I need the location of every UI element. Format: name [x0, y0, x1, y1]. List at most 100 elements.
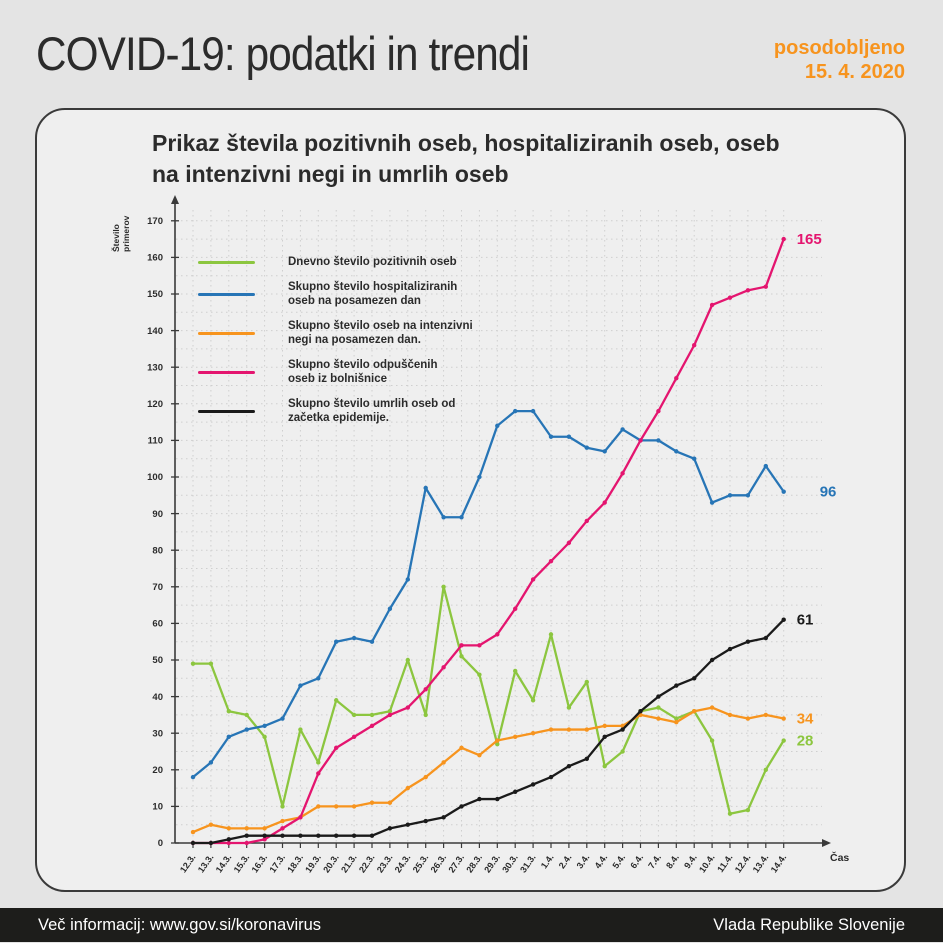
series-point-positive: [495, 741, 500, 747]
series-point-icu: [781, 716, 786, 721]
series-point-discharged: [656, 408, 661, 414]
series-end-label-positive: 28: [797, 733, 814, 750]
y-tick-label: 20: [152, 765, 163, 776]
series-point-positive: [208, 661, 214, 666]
series-point-discharged: [334, 745, 339, 751]
series-point-hospitalized: [620, 427, 625, 432]
series-point-hospitalized: [351, 635, 357, 641]
y-tick-label: 40: [152, 692, 163, 703]
series-point-discharged: [727, 295, 733, 300]
x-tick-label: 14.4.: [769, 852, 789, 874]
series-point-positive: [262, 734, 267, 740]
series-point-deaths: [226, 837, 231, 842]
series-point-deaths: [656, 694, 661, 699]
x-tick-label: 14.3.: [214, 852, 234, 874]
series-line-positive: [193, 585, 785, 815]
series-point-discharged: [387, 712, 393, 718]
x-axis-title: Čas: [830, 851, 849, 864]
series-point-discharged: [405, 705, 410, 710]
y-tick-label: 60: [152, 619, 163, 630]
series-line-hospitalized: [192, 409, 785, 779]
series-point-icu: [584, 727, 589, 732]
footer-org: Vlada Republike Slovenije: [713, 915, 905, 934]
x-tick-label: 10.4.: [697, 852, 717, 874]
series-point-icu: [727, 712, 733, 718]
chart-title-line1: Prikaz števila pozitivnih oseb, hospital…: [152, 130, 780, 156]
series-point-discharged: [495, 632, 500, 637]
x-tick-label: 12.3.: [178, 852, 198, 874]
series-point-hospitalized: [602, 449, 607, 454]
series-point-hospitalized: [495, 423, 500, 428]
series-point-discharged: [566, 540, 572, 546]
series-point-deaths: [674, 683, 679, 688]
legend-item-hospitalized: Skupno število hospitaliziranih oseb na …: [198, 280, 473, 308]
series-point-positive: [548, 632, 554, 637]
series-line-deaths: [193, 618, 785, 845]
updated-date: posodobljeno 15. 4. 2020: [774, 36, 905, 85]
series-point-deaths: [262, 833, 267, 838]
series-point-icu: [441, 760, 446, 765]
series-point-hospitalized: [405, 577, 410, 582]
series-point-icu: [334, 804, 339, 809]
series-point-hospitalized: [513, 408, 518, 414]
x-tick-label: 19.3.: [303, 852, 323, 874]
series-point-positive: [280, 804, 285, 809]
series-point-hospitalized: [208, 760, 214, 765]
y-tick-label: 70: [152, 582, 163, 593]
series-point-discharged: [351, 734, 357, 740]
series-point-positive: [620, 749, 625, 754]
legend-swatch-discharged: [198, 370, 255, 374]
series-point-icu: [423, 774, 428, 780]
series-point-discharged: [620, 471, 625, 476]
series-point-icu: [369, 800, 375, 805]
series-point-icu: [709, 705, 715, 710]
series-point-deaths: [369, 833, 375, 838]
series-point-deaths: [387, 826, 393, 831]
series-point-discharged: [763, 284, 768, 289]
series-point-discharged: [477, 643, 482, 648]
x-tick-label: 20.3.: [321, 852, 341, 874]
page-title: COVID-19: podatki in trendi: [36, 27, 530, 80]
x-tick-label: 17.3.: [267, 852, 287, 874]
x-tick-label: 1.4.: [539, 852, 556, 870]
y-tick-label: 10: [152, 802, 163, 813]
series-point-deaths: [602, 734, 607, 740]
series-point-discharged: [530, 577, 536, 582]
y-tick-label: 80: [152, 545, 163, 556]
series-point-positive: [387, 709, 393, 714]
series-line-icu: [192, 706, 784, 834]
x-tick-label: 18.3.: [285, 852, 305, 874]
y-tick-label: 170: [147, 216, 163, 227]
series-point-deaths: [495, 796, 500, 802]
series-point-discharged: [441, 665, 446, 670]
series-point-positive: [745, 807, 751, 813]
series-point-deaths: [727, 646, 733, 652]
series-point-deaths: [351, 833, 357, 838]
series-point-positive: [226, 709, 231, 714]
series-point-deaths: [781, 617, 786, 622]
y-tick-label: 50: [152, 655, 163, 666]
series-point-deaths: [763, 635, 768, 641]
series-point-icu: [566, 727, 572, 732]
series-point-icu: [208, 822, 214, 827]
series-point-deaths: [298, 833, 303, 838]
series-point-hospitalized: [566, 434, 572, 439]
series-point-hospitalized: [781, 489, 786, 494]
series-point-hospitalized: [190, 774, 196, 780]
series-point-discharged: [602, 500, 607, 505]
series-point-hospitalized: [656, 438, 661, 443]
x-tick-label: 13.3.: [196, 852, 216, 874]
series-end-label-discharged: 165: [797, 231, 822, 248]
series-point-hospitalized: [280, 716, 285, 721]
x-tick-label: 3.4.: [575, 852, 592, 870]
series-point-deaths: [244, 833, 249, 838]
legend-label-positive: Dnevno število pozitivnih oseb: [288, 256, 457, 268]
series-point-hospitalized: [745, 493, 751, 498]
series-point-positive: [584, 679, 589, 685]
series-point-positive: [566, 705, 572, 710]
series-point-hospitalized: [226, 734, 231, 740]
series-point-discharged: [781, 236, 786, 242]
series-point-positive: [513, 668, 518, 674]
series-point-discharged: [548, 558, 554, 564]
series-point-deaths: [548, 774, 554, 780]
